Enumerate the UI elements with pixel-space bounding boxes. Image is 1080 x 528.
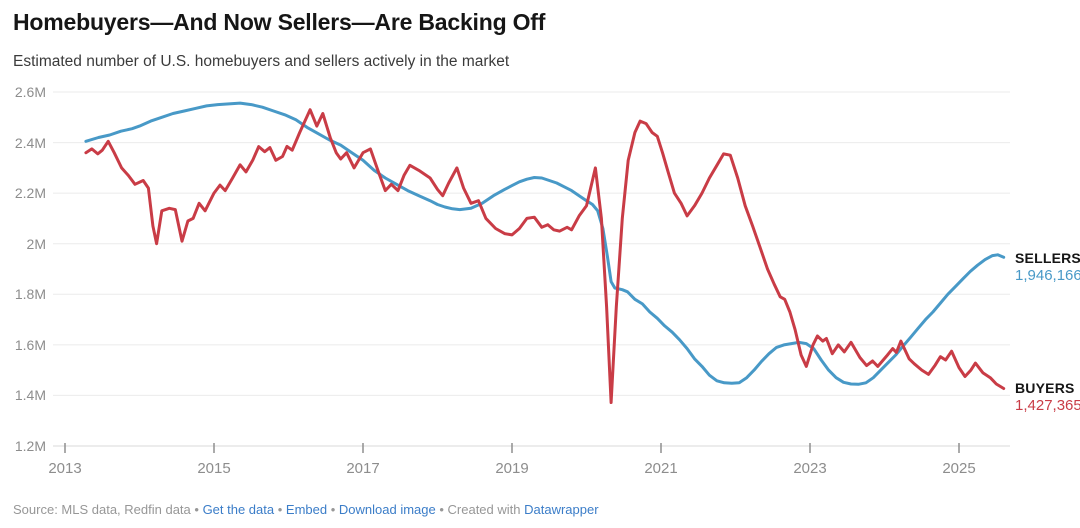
created-with-text: Created with — [447, 502, 525, 517]
separator: • — [274, 502, 286, 517]
x-axis-label: 2017 — [346, 460, 380, 477]
buyers-end-label: BUYERS 1,427,365 — [1015, 379, 1080, 415]
x-axis-label: 2023 — [793, 460, 827, 477]
chart-title: Homebuyers—And Now Sellers—Are Backing O… — [13, 9, 546, 35]
buyers-series-name: BUYERS — [1015, 380, 1075, 396]
chart-subtitle: Estimated number of U.S. homebuyers and … — [13, 53, 510, 70]
x-axis-label: 2013 — [48, 460, 82, 477]
sellers-end-value: 1,946,166 — [1015, 267, 1080, 284]
x-axis-label: 2021 — [644, 460, 678, 477]
y-axis-label: 2.2M — [14, 185, 46, 202]
download-image-link[interactable]: Download image — [338, 502, 436, 517]
y-axis-label: 1.4M — [14, 387, 46, 404]
y-axis-label: 2M — [26, 235, 46, 252]
x-axis-label: 2015 — [197, 460, 231, 477]
y-axis-label: 2.6M — [14, 84, 46, 100]
sellers-series-name: SELLERS — [1015, 250, 1080, 266]
footer: Source: MLS data, Redfin data • Get the … — [13, 502, 599, 517]
sellers-end-label: SELLERS 1,946,166 — [1015, 249, 1080, 285]
y-axis-label: 2.4M — [14, 134, 46, 151]
y-axis-label: 1.2M — [14, 438, 46, 454]
y-axis-label: 1.8M — [14, 286, 46, 303]
sellers-line — [84, 101, 1006, 386]
separator: • — [435, 502, 448, 517]
separator: • — [190, 502, 203, 517]
x-axis-label: 2025 — [942, 460, 976, 477]
x-axis-label: 2019 — [495, 460, 529, 477]
buyers-end-value: 1,427,365 — [1015, 397, 1080, 414]
get-the-data-link[interactable]: Get the data — [202, 502, 275, 517]
embed-link[interactable]: Embed — [285, 502, 328, 517]
buyers-line — [84, 108, 1006, 404]
separator: • — [327, 502, 339, 517]
source-text: Source: MLS data, Redfin data — [13, 502, 191, 517]
y-axis-label: 1.6M — [14, 336, 46, 353]
datawrapper-link[interactable]: Datawrapper — [524, 502, 599, 517]
